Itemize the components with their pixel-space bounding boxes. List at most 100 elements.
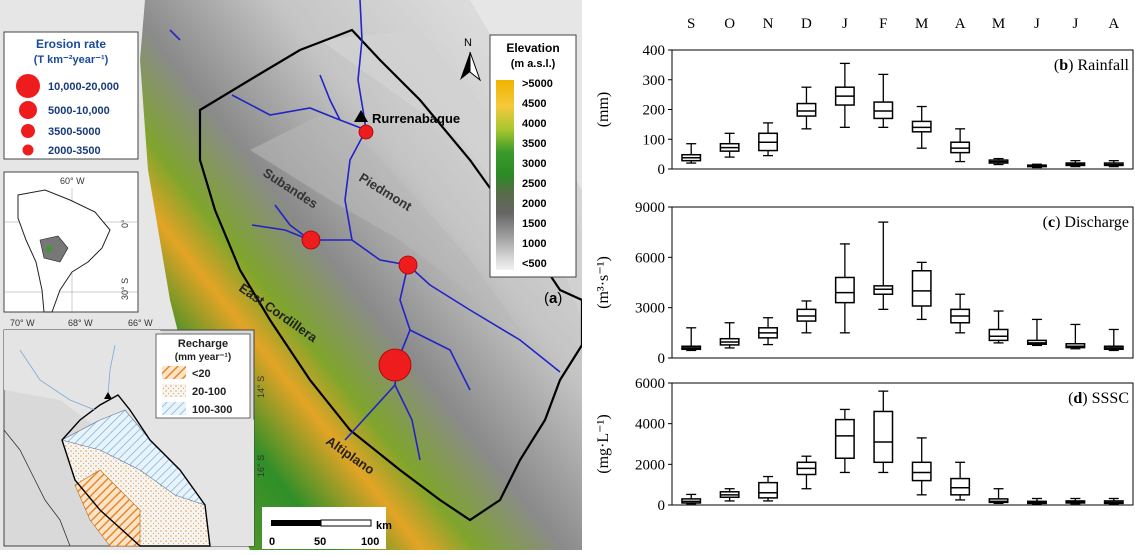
box-iqr — [834, 276, 855, 304]
box-iqr — [911, 270, 932, 307]
month-label: M — [915, 16, 928, 32]
elevation-label: 4000 — [522, 118, 546, 130]
recharge-unit: (mm year⁻¹) — [175, 352, 231, 363]
y-tick-label: 3000 — [635, 301, 665, 317]
erosion-site-cordillera — [378, 348, 412, 382]
panel-label-b: (b) Rainfall — [1054, 57, 1130, 74]
box-iqr — [834, 418, 855, 459]
scale-bar: km 0 50 100 — [262, 507, 392, 549]
recharge-lon-66: 66° W — [128, 318, 153, 328]
elevation-legend: Elevation (m a.s.l.) >5000 4500 4000 350… — [489, 34, 577, 278]
month-label: J — [842, 16, 848, 32]
elevation-unit: (m a.s.l.) — [511, 58, 556, 70]
month-label: D — [801, 16, 812, 32]
scale-unit: km — [376, 520, 392, 532]
month-label: A — [1108, 16, 1119, 32]
y-tick-label: 0 — [658, 498, 666, 514]
elevation-label: <500 — [522, 258, 547, 270]
box-iqr — [796, 308, 817, 322]
recharge-swatch-low — [162, 366, 186, 379]
y-tick-label: 200 — [643, 103, 666, 119]
elevation-label: 3500 — [522, 138, 546, 150]
recharge-lon-68: 68° W — [68, 318, 93, 328]
recharge-lat-16: 16° S — [256, 455, 266, 477]
scale-tick: 50 — [314, 536, 326, 548]
y-tick-label: 0 — [658, 351, 666, 367]
erosion-item-0: 10,000-20,000 — [48, 81, 119, 93]
box-charts-panel: S O N D J F M A M J J A 0 100 200 300 400 (mm) (b) Rainfal… — [590, 0, 1135, 550]
recharge-inset: 70° W 68° W 66° W 14° S 16° S Recharge (… — [3, 318, 266, 547]
y-tick-label: 9000 — [635, 200, 665, 216]
recharge-item-2: 100-300 — [192, 404, 232, 416]
erosion-symbol-small — [21, 124, 35, 138]
box-iqr — [796, 102, 817, 117]
erosion-symbol-large — [16, 74, 40, 98]
scale-tick: 100 — [361, 536, 379, 548]
panel-label-c: (c) Discharge — [1043, 214, 1129, 231]
y-tick-label: 400 — [643, 43, 666, 59]
erosion-item-2: 3500-5000 — [48, 126, 101, 138]
town-marker-icon — [354, 110, 368, 122]
month-label: F — [879, 16, 887, 32]
recharge-town-icon — [104, 392, 112, 399]
erosion-symbol-smallest — [22, 144, 34, 156]
recharge-swatch-mid — [162, 384, 186, 397]
elevation-label: 1500 — [522, 218, 546, 230]
plot-frame-d — [671, 382, 1134, 506]
month-label: S — [687, 16, 695, 32]
basin-location — [46, 246, 52, 252]
erosion-legend: Erosion rate (T km⁻²year⁻¹) 10,000-20,00… — [3, 31, 139, 160]
inset-lat-0: 0° — [120, 219, 130, 228]
y-axis-label: (mm) — [595, 92, 612, 128]
box-iqr — [873, 285, 894, 295]
erosion-site-subandes — [301, 230, 321, 250]
recharge-item-0: <20 — [192, 368, 211, 380]
scale-tick: 0 — [269, 536, 275, 548]
y-axis-label: (mg·L⁻¹) — [595, 414, 612, 473]
recharge-zone-low — [74, 469, 141, 547]
recharge-basin-outline — [61, 394, 211, 547]
plot-frame-c — [671, 206, 1134, 359]
y-tick-label: 2000 — [635, 457, 665, 473]
place-rurrenabaque: Rurrenabaque — [372, 111, 460, 126]
y-axis-label: (m³·s⁻¹) — [595, 256, 612, 309]
recharge-swatch-high — [162, 402, 186, 415]
box-iqr — [911, 461, 932, 482]
elevation-label: 2500 — [522, 178, 546, 190]
box-iqr — [988, 328, 1009, 342]
subandes-ridge — [250, 110, 520, 330]
basin-outline — [198, 28, 584, 522]
recharge-title: Recharge — [178, 338, 228, 350]
elevation-label: >5000 — [522, 78, 553, 90]
y-tick-label: 100 — [643, 132, 666, 148]
month-label: J — [1034, 16, 1040, 32]
inset-lon-60: 60° W — [60, 176, 85, 186]
y-tick-label: 6000 — [635, 250, 665, 266]
map-panel: Rurrenabaque Subandes Piedmont East Cord… — [0, 0, 584, 550]
y-tick-label: 6000 — [635, 376, 665, 392]
elevation-label: 3000 — [522, 158, 546, 170]
erosion-symbol-medium — [19, 101, 37, 119]
south-america-inset: 60° W 0° 30° S — [3, 171, 139, 313]
erosion-site-rurrenabaque — [358, 124, 374, 140]
box-iqr — [873, 410, 894, 464]
north-arrow-icon: N — [460, 37, 482, 82]
elevation-labels: >5000 4500 4000 3500 3000 2500 2000 1500… — [522, 78, 553, 270]
box-charts-canvas: S O N D J F M A M J J A 0 100 200 300 400 (mm) (b) Rainfal… — [595, 16, 1134, 514]
erosion-site-piedmont — [398, 255, 418, 275]
recharge-lon-70: 70° W — [10, 318, 35, 328]
inset-lat-30: 30° S — [120, 278, 130, 300]
elevation-colorbar — [496, 80, 514, 270]
erosion-legend-title: Erosion rate — [36, 37, 106, 51]
y-tick-label: 300 — [643, 73, 666, 89]
month-label: J — [1072, 16, 1078, 32]
erosion-item-3: 2000-3500 — [48, 145, 101, 157]
recharge-item-1: 20-100 — [192, 386, 226, 398]
month-label: O — [724, 16, 735, 32]
panel-label-d: (d) SSSC — [1068, 390, 1129, 407]
month-label: N — [763, 16, 774, 32]
map-panel-label: (a) — [544, 290, 562, 307]
bolivia-shape — [39, 235, 69, 263]
recharge-river — [19, 349, 96, 411]
box-iqr — [758, 481, 779, 499]
